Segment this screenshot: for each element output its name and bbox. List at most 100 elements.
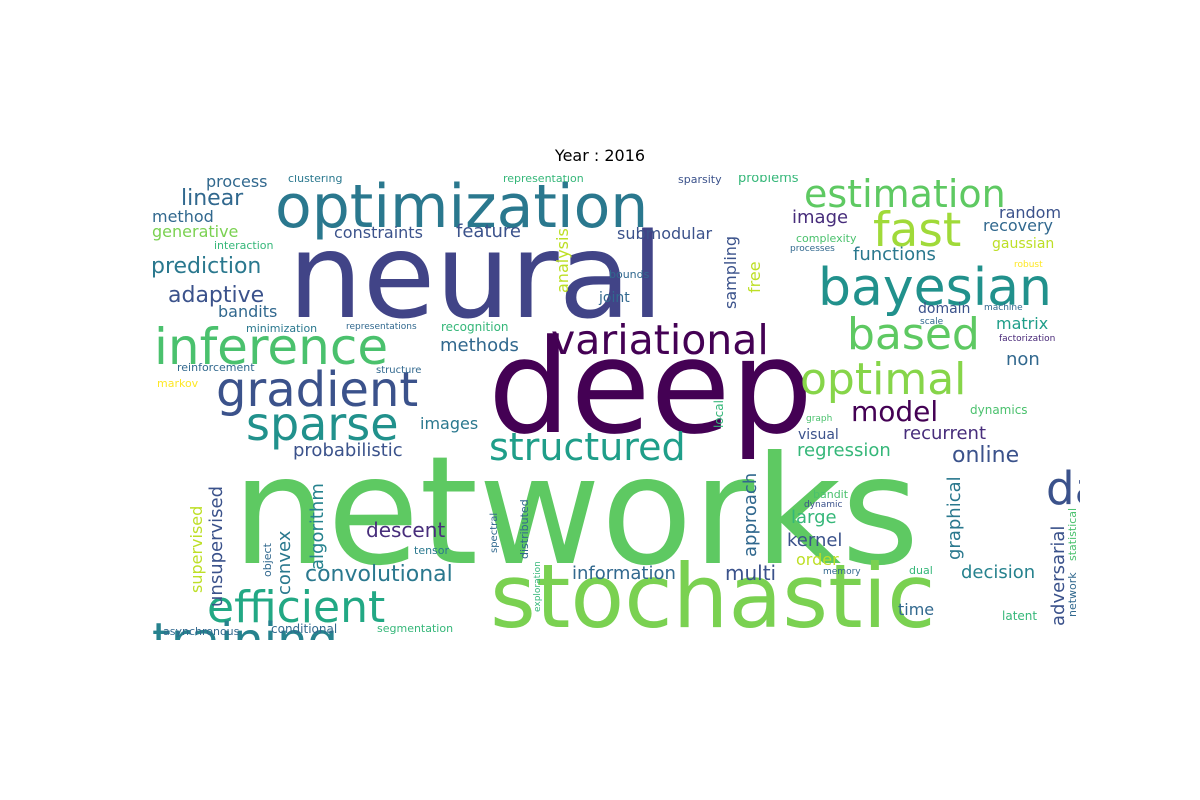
- word-stochastic: stochastic: [490, 545, 936, 641]
- word-reinforcement: reinforcement: [177, 361, 255, 374]
- word-recovery: recovery: [983, 216, 1054, 235]
- word-domain: domain: [918, 301, 971, 317]
- word-process: process: [206, 175, 268, 191]
- word-time: time: [898, 600, 935, 619]
- word-multi: multi: [725, 561, 777, 585]
- word-training: training: [152, 617, 338, 640]
- word-linear: linear: [181, 186, 244, 211]
- word-estimation: estimation: [804, 175, 1006, 216]
- word-scale: scale: [920, 317, 944, 327]
- word-methods: methods: [440, 335, 519, 356]
- word-sampling: sampling: [721, 235, 740, 309]
- word-large: large: [791, 507, 837, 528]
- word-recurrent: recurrent: [903, 423, 987, 444]
- word-processes: processes: [790, 244, 835, 254]
- word-exploration: exploration: [533, 561, 543, 612]
- word-machine: machine: [984, 303, 1023, 313]
- word-regression: regression: [797, 440, 891, 461]
- word-statistical: statistical: [1066, 507, 1079, 561]
- word-factorization: factorization: [999, 334, 1056, 344]
- word-graphical: graphical: [944, 476, 965, 560]
- word-deep: deep: [488, 311, 813, 463]
- word-gaussian: gaussian: [992, 236, 1055, 252]
- word-prediction: prediction: [151, 254, 262, 279]
- word-interaction: interaction: [214, 239, 274, 252]
- word-visual: visual: [798, 427, 839, 443]
- word-online: online: [952, 443, 1020, 468]
- word-spectral: spectral: [489, 512, 500, 553]
- word-bandit: bandit: [813, 488, 849, 501]
- word-inference: inference: [154, 318, 389, 376]
- word-latent: latent: [1002, 609, 1038, 623]
- word-information: information: [572, 563, 676, 584]
- word-convex: convex: [274, 530, 295, 595]
- word-bounds: bounds: [609, 268, 650, 281]
- word-distributed: distributed: [518, 499, 531, 559]
- word-bayesian: bayesian: [818, 258, 1052, 318]
- word-graph: graph: [806, 414, 833, 424]
- word-approach: approach: [740, 472, 761, 557]
- word-method: method: [152, 207, 214, 226]
- word-constraints: constraints: [334, 223, 423, 242]
- word-random: random: [999, 203, 1062, 222]
- word-dual: dual: [909, 564, 933, 577]
- word-neural: neural: [288, 207, 664, 345]
- word-minimization: minimization: [246, 322, 318, 335]
- word-based: based: [847, 309, 980, 360]
- word-cloud: networks neural deep stochastic optimiza…: [150, 175, 1080, 640]
- word-problems: problems: [738, 175, 799, 186]
- word-submodular: submodular: [617, 224, 713, 243]
- word-dynamic: dynamic: [804, 500, 843, 510]
- word-sparsity: sparsity: [678, 175, 722, 186]
- word-tensor: tensor: [414, 544, 450, 557]
- word-supervised: supervised: [187, 505, 206, 593]
- word-algorithm: algorithm: [307, 483, 328, 570]
- word-adaptive: adaptive: [168, 283, 265, 308]
- word-image: image: [792, 207, 849, 228]
- word-memory: memory: [823, 567, 861, 577]
- word-representation: representation: [503, 175, 584, 185]
- word-asynchronous: asynchronous: [163, 625, 240, 638]
- word-data: data: [1046, 462, 1080, 515]
- word-probabilistic: probabilistic: [293, 440, 403, 461]
- word-markov: markov: [157, 377, 199, 390]
- word-networks: networks: [232, 425, 920, 599]
- word-generative: generative: [152, 222, 239, 241]
- word-representations: representations: [346, 322, 417, 332]
- word-order: order: [796, 550, 839, 569]
- word-matrix: matrix: [996, 314, 1049, 333]
- word-functions: functions: [853, 244, 936, 265]
- word-decision: decision: [961, 562, 1036, 583]
- word-efficient: efficient: [207, 582, 386, 633]
- word-convolutional: convolutional: [305, 562, 453, 587]
- word-images: images: [420, 414, 479, 433]
- word-joint: joint: [599, 290, 630, 306]
- word-structured: structured: [489, 425, 686, 469]
- word-unsupervised: unsupervised: [206, 485, 227, 607]
- word-local: local: [712, 400, 726, 428]
- word-recognition: recognition: [441, 320, 509, 334]
- word-feature: feature: [456, 221, 521, 242]
- word-segmentation: segmentation: [377, 622, 454, 635]
- word-non: non: [1006, 349, 1040, 370]
- word-bandits: bandits: [218, 302, 278, 321]
- word-structure: structure: [376, 365, 422, 376]
- word-optimal: optimal: [800, 354, 967, 405]
- word-robust: robust: [1014, 260, 1043, 270]
- word-fast: fast: [873, 203, 962, 258]
- word-sparse: sparse: [246, 397, 399, 451]
- word-clustering: clustering: [288, 175, 343, 185]
- word-optimization: optimization: [275, 175, 649, 242]
- word-descent: descent: [366, 518, 446, 542]
- word-network: network: [1066, 572, 1079, 617]
- word-object: object: [261, 543, 274, 577]
- word-analysis: analysis: [553, 228, 572, 293]
- chart-title: Year : 2016: [554, 146, 646, 165]
- word-gradient: gradient: [216, 362, 419, 418]
- word-model: model: [851, 395, 939, 428]
- word-kernel: kernel: [787, 530, 843, 551]
- word-dynamics: dynamics: [970, 403, 1028, 417]
- word-variational: variational: [551, 316, 769, 364]
- word-complexity: complexity: [796, 232, 857, 245]
- word-free: free: [745, 261, 764, 293]
